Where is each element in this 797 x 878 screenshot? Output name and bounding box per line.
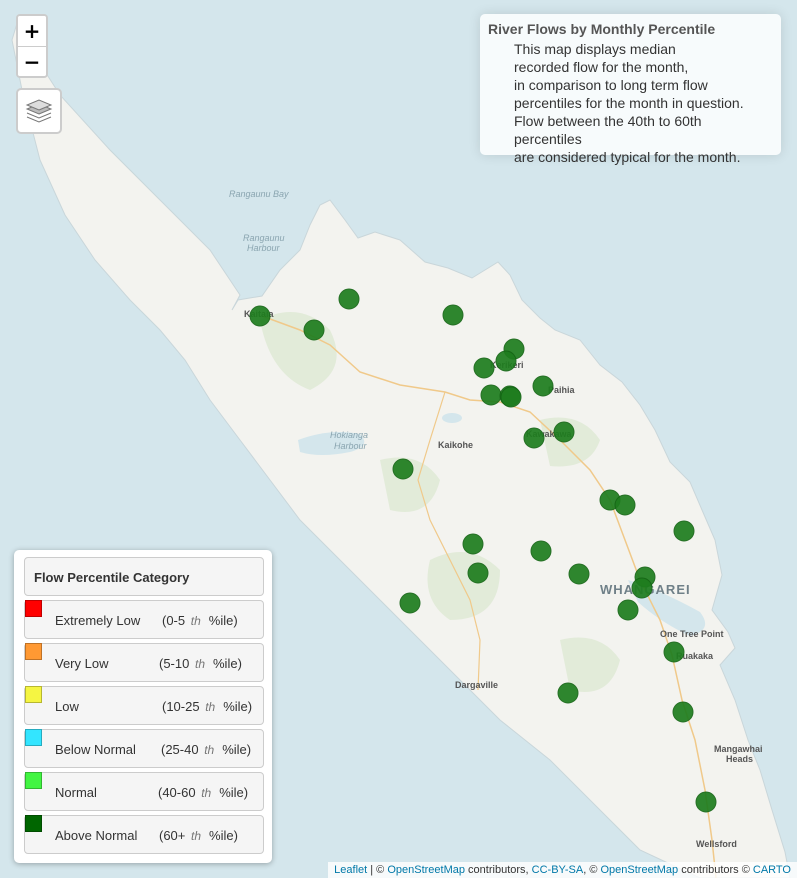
info-panel: River Flows by Monthly Percentile This m…	[480, 14, 781, 165]
flow-site-marker[interactable]	[303, 319, 325, 341]
legend-label: Very Low	[55, 656, 109, 671]
flow-site-marker[interactable]	[462, 533, 484, 555]
flow-site-marker[interactable]	[249, 305, 271, 327]
lake-omapere	[442, 413, 462, 423]
place-one-tree-point: One Tree Point	[660, 629, 724, 639]
flow-site-marker[interactable]	[500, 386, 522, 408]
zoom-in-button[interactable]: +	[18, 16, 46, 46]
cc-by-sa-link[interactable]: CC-BY-SA	[531, 864, 584, 876]
legend-swatch	[25, 772, 42, 789]
place-paihia: Paihia	[548, 385, 575, 395]
info-line: This map displays median	[514, 41, 676, 57]
legend-item-below-normal: Below Normal (25-40 th %ile)	[24, 729, 264, 768]
attribution-text: contributors ©	[678, 864, 753, 876]
legend-label: Normal	[55, 785, 97, 800]
legend-label: Extremely Low	[55, 613, 141, 628]
flow-site-marker[interactable]	[568, 563, 590, 585]
place-dargaville: Dargaville	[455, 680, 499, 690]
info-line: are considered typical for the month.	[514, 149, 741, 165]
flow-site-marker[interactable]	[442, 304, 464, 326]
layers-button[interactable]	[16, 88, 62, 134]
legend-swatch	[25, 815, 42, 832]
legend-swatch	[25, 643, 42, 660]
legend-item-normal: Normal (40-60 th %ile)	[24, 772, 264, 811]
legend-label: Low	[55, 699, 79, 714]
place-rangaunu-harbour: Rangaunu	[243, 233, 285, 243]
flow-site-marker[interactable]	[553, 421, 575, 443]
flow-site-marker[interactable]	[523, 427, 545, 449]
info-line: percentiles for the month in question.	[514, 95, 744, 111]
legend-range: (10-25 th %ile)	[162, 699, 253, 714]
osm-link-2[interactable]: OpenStreetMap	[600, 864, 679, 876]
flow-site-marker[interactable]	[663, 641, 685, 663]
osm-link[interactable]: OpenStreetMap	[387, 864, 465, 876]
zoom-control: + −	[16, 14, 48, 78]
flow-site-marker[interactable]	[631, 577, 653, 599]
place-hokianga-harbour: Hokianga	[330, 430, 369, 440]
legend-label: Above Normal	[55, 828, 138, 843]
place-wellsford: Wellsford	[696, 839, 737, 849]
flow-site-marker[interactable]	[399, 592, 421, 614]
flow-site-marker[interactable]	[695, 791, 717, 813]
legend-swatch	[25, 686, 42, 703]
place-mangawhai-heads: Mangawhai	[714, 744, 763, 754]
flow-site-marker[interactable]	[557, 682, 579, 704]
attribution: Leaflet | © OpenStreetMap contributors, …	[328, 862, 797, 878]
attribution-text: , ©	[583, 864, 601, 876]
place-hokianga-harbour-2: Harbour	[334, 441, 367, 451]
legend-item-above-normal: Above Normal (60+ th %ile)	[24, 815, 264, 854]
legend-item-low: Low (10-25 th %ile)	[24, 686, 264, 725]
legend: Flow Percentile Category Extremely Low (…	[14, 550, 272, 863]
legend-range: (60+ th %ile)	[159, 828, 238, 843]
flow-site-marker[interactable]	[673, 520, 695, 542]
place-rangaunu-harbour-2: Harbour	[247, 243, 280, 253]
legend-title: Flow Percentile Category	[24, 557, 264, 596]
attribution-text: contributors,	[465, 864, 532, 876]
carto-link[interactable]: CARTO	[752, 864, 791, 876]
flow-site-marker[interactable]	[617, 599, 639, 621]
legend-item-very-low: Very Low (5-10 th %ile)	[24, 643, 264, 682]
legend-range: (5-10 th %ile)	[159, 656, 242, 671]
forest-5	[560, 637, 620, 692]
legend-label: Below Normal	[55, 742, 136, 757]
legend-range: (25-40 th %ile)	[161, 742, 252, 757]
place-rangaunu-bay: Rangaunu Bay	[229, 189, 289, 199]
flow-site-marker[interactable]	[338, 288, 360, 310]
rangaunu-harbour	[238, 222, 284, 262]
road-sh1	[261, 315, 717, 878]
zoom-out-button[interactable]: −	[18, 46, 46, 76]
flow-site-marker[interactable]	[614, 494, 636, 516]
hokianga-harbour	[298, 432, 365, 455]
flow-site-marker[interactable]	[530, 540, 552, 562]
layers-icon	[25, 99, 53, 123]
flow-site-marker[interactable]	[495, 350, 517, 372]
road-sh12	[417, 391, 481, 691]
flow-site-marker[interactable]	[392, 458, 414, 480]
legend-range: (40-60 th %ile)	[158, 785, 249, 800]
place-ruakaka: Ruakaka	[676, 651, 714, 661]
legend-swatch	[25, 729, 42, 746]
info-line: Flow between the 40th to 60th percentile…	[514, 113, 702, 147]
leaflet-link[interactable]: Leaflet	[334, 864, 368, 876]
flow-site-marker[interactable]	[473, 357, 495, 379]
info-title: River Flows by Monthly Percentile	[488, 21, 716, 37]
flow-site-marker[interactable]	[672, 701, 694, 723]
flow-site-marker[interactable]	[467, 562, 489, 584]
attribution-text: | ©	[367, 864, 388, 876]
legend-item-extremely-low: Extremely Low (0-5 th %ile)	[24, 600, 264, 639]
place-kaikohe: Kaikohe	[438, 440, 474, 450]
legend-swatch	[25, 600, 42, 617]
place-mangawhai-heads-2: Heads	[726, 754, 754, 764]
info-line: in comparison to long term flow	[514, 77, 708, 93]
flow-site-marker[interactable]	[532, 375, 554, 397]
info-line: recorded flow for the month,	[514, 59, 689, 75]
legend-range: (0-5 th %ile)	[162, 613, 238, 628]
place-kawakawa: Kawakawa	[526, 429, 572, 439]
flow-site-marker[interactable]	[480, 384, 502, 406]
